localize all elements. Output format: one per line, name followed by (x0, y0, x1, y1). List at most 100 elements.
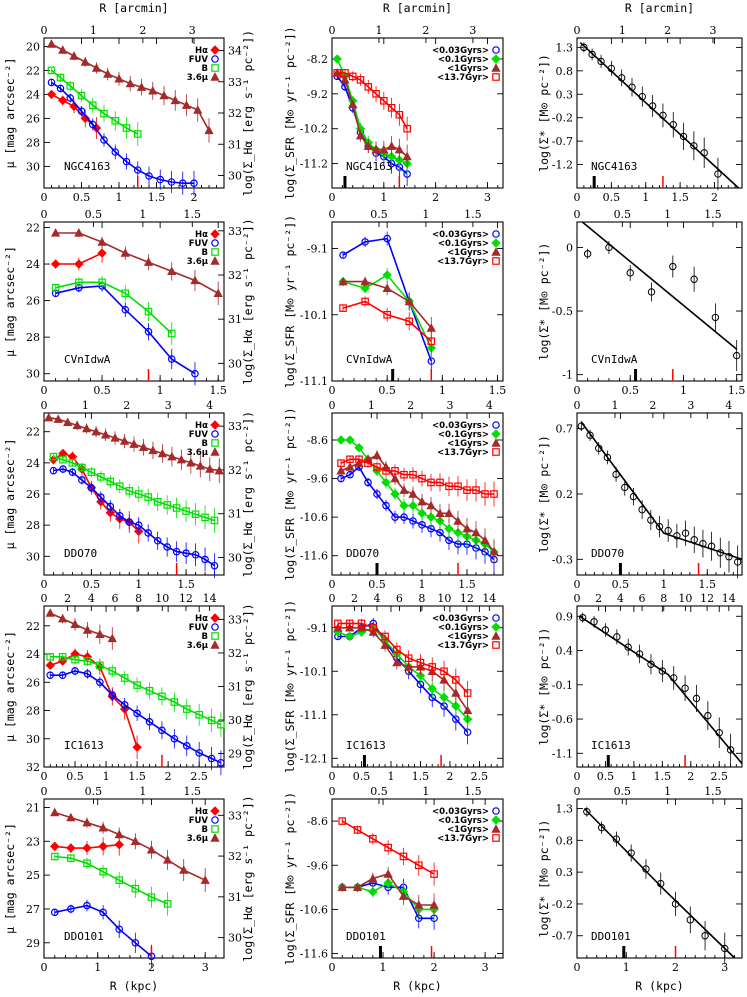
y-tick-label: 0.4 (556, 645, 574, 658)
series-point-2 (106, 477, 115, 486)
series-point-3 (339, 304, 347, 312)
legend-text: FUV (189, 816, 209, 826)
panel-2-col1: 0 0.5 1 1.5 0 1 2 3 4 22 24 26 28 30 30 31 32 33 DDO70 HαFU… (3, 399, 255, 591)
legend-marker (211, 439, 219, 447)
series-point-3 (393, 645, 401, 654)
legend-marker (211, 64, 219, 72)
series-point-3 (348, 72, 357, 81)
series-point-3 (373, 463, 381, 471)
legend-marker (210, 72, 220, 81)
y-tick-label: 20 (26, 40, 40, 53)
x-tick-label: 0 (574, 578, 581, 591)
scatter-point (659, 111, 667, 120)
series-point-2 (210, 516, 219, 525)
top-tick-label: 0 (574, 208, 581, 221)
top-tick-label: 1.5 (704, 785, 722, 798)
series-point-3 (72, 420, 82, 430)
series-point-3 (107, 633, 117, 643)
legend-marker (210, 256, 220, 265)
y-tick-label: 24 (26, 457, 40, 470)
series-line-2 (53, 455, 215, 522)
series-point-3 (382, 467, 390, 475)
series-point-3 (416, 658, 425, 667)
galaxy-label: DDO101 (591, 930, 631, 943)
series-point-2 (87, 468, 96, 476)
black-marker (375, 563, 379, 575)
top-tick-label: 1 (664, 208, 671, 221)
series-point-1 (47, 78, 56, 87)
series-point-1 (78, 476, 86, 484)
scatter-point (647, 516, 655, 524)
y-tick-label: 26 (26, 676, 40, 689)
top-tick-label: 1.5 (184, 785, 202, 798)
series-point-2 (462, 523, 472, 533)
series-point-1 (170, 734, 179, 743)
legend-text: <1Gyrs> (447, 64, 489, 74)
legend-text: <1Gyrs> (447, 248, 489, 258)
black-marker (362, 755, 366, 767)
y-axis-title: μ [mag arcsec⁻²] (3, 439, 17, 550)
top-tick-label: 3 (446, 399, 453, 412)
legend-marker (492, 641, 500, 649)
right-tick-label: 30 (228, 714, 242, 727)
series-point-2 (392, 657, 402, 667)
series-point-3 (356, 76, 365, 84)
top-tick-label: 0 (574, 592, 581, 605)
black-marker (592, 176, 596, 188)
legend-text: B (202, 632, 208, 642)
series-point-3 (337, 459, 345, 467)
series-point-1 (195, 749, 203, 757)
right-tick-label: 31 (228, 891, 242, 904)
series-point-3 (50, 228, 61, 237)
series-point-3 (130, 836, 140, 845)
series-point-3 (81, 423, 92, 433)
x-tick-label: 1 (387, 770, 394, 783)
series-point-3 (472, 486, 480, 494)
top-tick-label: 6 (639, 592, 646, 605)
series-point-3 (66, 812, 76, 822)
series-point-3 (146, 844, 157, 854)
series-point-1 (167, 178, 176, 186)
y-tick-label: -0.5 (552, 305, 573, 318)
top-tick-label: 8 (418, 592, 425, 605)
series-point-0 (373, 490, 381, 498)
x-tick-label: 0.5 (621, 384, 639, 397)
x-tick-label: 1 (630, 770, 637, 783)
scatter-point (732, 351, 741, 360)
scatter-point (707, 542, 716, 550)
series-point-1 (133, 709, 141, 718)
y-tick-label: -1.1 (552, 747, 573, 760)
series-point-2 (172, 504, 181, 512)
x-tick-label: 1 (419, 578, 426, 591)
right-tick-label: 30 (228, 357, 242, 370)
galaxy-label: CVnIdwA (64, 353, 111, 366)
top-tick-label: 1 (611, 399, 618, 412)
y-tick-label: 26 (26, 488, 40, 501)
series-point-3 (179, 865, 189, 874)
right-tick-label: 33 (228, 420, 242, 433)
series-point-3 (204, 125, 214, 135)
series-point-2 (404, 296, 414, 306)
series-point-2 (355, 130, 366, 140)
x-tick-label: 0.5 (597, 770, 615, 783)
top-tick-label: 1 (368, 399, 375, 412)
series-point-3 (193, 105, 203, 114)
plot-frame (43, 221, 225, 382)
scatter-point (658, 667, 667, 675)
y-axis-title: μ [mag arcsec⁻²] (3, 246, 17, 357)
y-axis-title: log(Σ* [M⊙ pc⁻²]) (537, 820, 551, 938)
top-tick-label: 2 (139, 24, 146, 37)
panel-0-col3: 0 0.5 1 1.5 2 0 1 2 3 1.3 0.8 0.3 -0.2 -0.7 -1.2 NGC416… (537, 1, 743, 204)
scatter-point (704, 711, 712, 720)
series-point-1 (96, 678, 104, 687)
series-point-2 (337, 882, 347, 892)
series-point-2 (462, 705, 473, 715)
x-tick-label: 0 (41, 578, 48, 591)
series-point-3 (463, 689, 472, 697)
legend-marker (491, 622, 501, 632)
top-tick-label: 2 (649, 399, 656, 412)
series-point-1 (87, 483, 96, 492)
right-tick-label: 31 (228, 138, 242, 151)
y-axis-title: log(Σ* [M⊙ pc⁻²]) (537, 243, 551, 361)
series-point-3 (334, 619, 342, 628)
